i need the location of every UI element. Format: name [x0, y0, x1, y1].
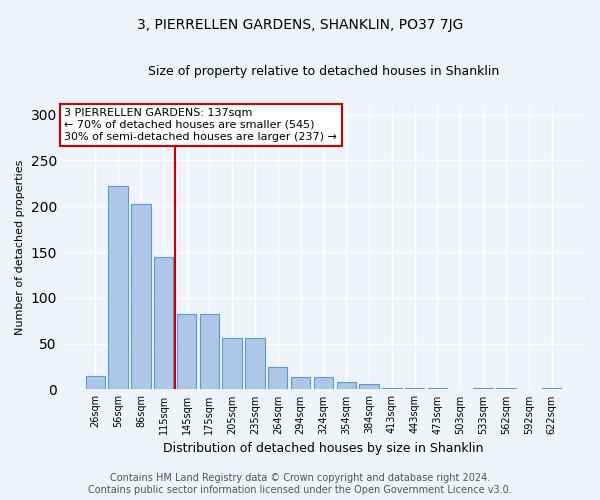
Bar	[200, 314, 219, 390]
Bar	[337, 382, 356, 390]
Bar	[382, 388, 401, 390]
Bar	[245, 338, 265, 390]
Bar	[109, 186, 128, 390]
Bar	[542, 388, 561, 390]
Bar	[496, 388, 515, 390]
Bar	[154, 256, 173, 390]
X-axis label: Distribution of detached houses by size in Shanklin: Distribution of detached houses by size …	[163, 442, 484, 455]
Bar	[131, 204, 151, 390]
Bar	[86, 376, 105, 390]
Bar	[268, 366, 287, 390]
Bar	[405, 388, 424, 390]
Bar	[177, 314, 196, 390]
Bar	[314, 376, 333, 390]
Text: Contains HM Land Registry data © Crown copyright and database right 2024.
Contai: Contains HM Land Registry data © Crown c…	[88, 474, 512, 495]
Y-axis label: Number of detached properties: Number of detached properties	[15, 160, 25, 335]
Bar	[223, 338, 242, 390]
Bar	[359, 384, 379, 390]
Title: Size of property relative to detached houses in Shanklin: Size of property relative to detached ho…	[148, 65, 499, 78]
Text: 3, PIERRELLEN GARDENS, SHANKLIN, PO37 7JG: 3, PIERRELLEN GARDENS, SHANKLIN, PO37 7J…	[137, 18, 463, 32]
Bar	[291, 376, 310, 390]
Bar	[473, 388, 493, 390]
Bar	[428, 388, 447, 390]
Text: 3 PIERRELLEN GARDENS: 137sqm
← 70% of detached houses are smaller (545)
30% of s: 3 PIERRELLEN GARDENS: 137sqm ← 70% of de…	[64, 108, 337, 142]
